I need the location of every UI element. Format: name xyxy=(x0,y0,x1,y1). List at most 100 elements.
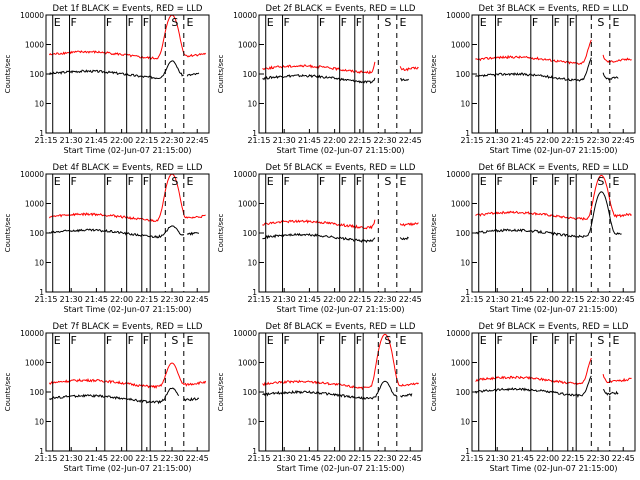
y-tick-label: 1000 xyxy=(25,200,44,209)
y-tick-label: 10 xyxy=(247,259,257,268)
y-tick-label: 1 xyxy=(465,288,470,297)
x-tick-label: 21:45 xyxy=(511,136,534,145)
y-tick-label: 1000 xyxy=(451,200,470,209)
panel-title: Det 9f BLACK = Events, RED = LLD xyxy=(479,322,629,332)
y-tick-label: 10000 xyxy=(233,170,257,179)
y-axis-label: Counts/sec xyxy=(4,373,12,412)
x-tick-label: 21:30 xyxy=(273,136,296,145)
x-tick-label: 22:00 xyxy=(536,295,559,304)
x-axis-label: Start Time (02-Jun-07 21:15:00) xyxy=(64,305,192,314)
interval-marker-label: E xyxy=(480,334,487,347)
y-axis-label: Counts/sec xyxy=(217,373,225,412)
detector-panel-1: Det 1f BLACK = Events, RED = LLD Counts/s… xyxy=(4,4,210,155)
x-tick-label: 21:30 xyxy=(486,454,509,463)
interval-marker-label: F xyxy=(341,334,347,347)
x-tick-label: 22:00 xyxy=(323,136,346,145)
interval-marker-label: F xyxy=(532,175,538,188)
x-axis-label: Start Time (02-Jun-07 21:15:00) xyxy=(490,464,618,473)
x-tick-label: 22:45 xyxy=(186,454,209,463)
x-tick-label: 21:45 xyxy=(298,136,321,145)
events-series-line xyxy=(262,74,409,84)
events-series-line xyxy=(262,232,409,244)
lld-series-line xyxy=(262,219,419,230)
y-tick-label: 10 xyxy=(460,259,470,268)
interval-marker-label: F xyxy=(356,16,362,29)
y-tick-label: 10000 xyxy=(446,11,470,20)
interval-marker-label: F xyxy=(554,175,560,188)
x-tick-label: 22:45 xyxy=(399,295,422,304)
x-tick-label: 21:45 xyxy=(85,136,108,145)
x-tick-label: 21:15 xyxy=(460,295,483,304)
x-tick-label: 21:15 xyxy=(247,295,270,304)
x-tick-label: 22:30 xyxy=(586,295,609,304)
y-tick-label: 100 xyxy=(243,388,258,397)
interval-marker-label: F xyxy=(319,334,325,347)
x-tick-label: 21:15 xyxy=(460,136,483,145)
panel-title: Det 6f BLACK = Events, RED = LLD xyxy=(479,163,629,173)
lld-series-line xyxy=(48,14,207,60)
y-tick-label: 100 xyxy=(456,70,471,79)
x-tick-label: 21:15 xyxy=(34,295,57,304)
x-tick-label: 22:00 xyxy=(110,136,133,145)
interval-marker-label: F xyxy=(356,175,362,188)
interval-marker-label: F xyxy=(319,16,325,29)
plot-frame xyxy=(258,332,423,452)
y-tick-label: 100 xyxy=(30,388,45,397)
y-axis-label: Counts/sec xyxy=(430,373,438,412)
interval-marker-label: F xyxy=(569,175,575,188)
x-tick-label: 22:30 xyxy=(373,454,396,463)
x-tick-label: 22:15 xyxy=(135,454,158,463)
interval-marker-label: F xyxy=(284,16,290,29)
x-tick-label: 21:15 xyxy=(34,136,57,145)
x-tick-label: 22:45 xyxy=(612,295,635,304)
lld-series-line xyxy=(475,174,632,221)
y-tick-label: 10000 xyxy=(446,329,470,338)
y-axis-label: Counts/sec xyxy=(430,55,438,94)
y-axis-label: Counts/sec xyxy=(217,214,225,253)
x-tick-label: 22:15 xyxy=(348,454,371,463)
lld-series-line xyxy=(48,173,206,223)
interval-marker-label: F xyxy=(569,334,575,347)
detector-panel-5: Det 5f BLACK = Events, RED = LLD Counts/s… xyxy=(217,163,423,314)
x-tick-label: 21:30 xyxy=(60,454,83,463)
interval-marker-label: F xyxy=(143,334,149,347)
x-tick-label: 21:30 xyxy=(273,454,296,463)
y-tick-label: 1 xyxy=(465,447,470,456)
interval-marker-label: E xyxy=(267,175,274,188)
y-tick-label: 1 xyxy=(39,288,44,297)
y-tick-label: 10 xyxy=(247,100,257,109)
interval-marker-label: F xyxy=(532,334,538,347)
interval-marker-label: F xyxy=(284,175,290,188)
x-tick-label: 22:45 xyxy=(612,454,635,463)
events-series-line xyxy=(48,60,200,80)
y-tick-label: 10 xyxy=(460,418,470,427)
y-tick-label: 10000 xyxy=(20,11,44,20)
lld-series-line xyxy=(262,333,419,391)
interval-marker-label: S xyxy=(384,175,391,188)
plot-frame xyxy=(258,14,423,134)
x-tick-label: 22:15 xyxy=(561,454,584,463)
detector-panel-3: Det 3f BLACK = Events, RED = LLD Counts/s… xyxy=(430,4,636,155)
interval-marker-label: S xyxy=(597,334,604,347)
interval-marker-label: F xyxy=(106,175,112,188)
y-tick-label: 10 xyxy=(460,100,470,109)
y-tick-label: 100 xyxy=(243,70,258,79)
interval-marker-label: F xyxy=(128,16,134,29)
x-tick-label: 22:15 xyxy=(561,136,584,145)
interval-marker-label: E xyxy=(54,16,61,29)
interval-marker-label: F xyxy=(106,334,112,347)
interval-marker-label: E xyxy=(480,175,487,188)
interval-marker-label: S xyxy=(171,334,178,347)
x-tick-label: 22:00 xyxy=(110,295,133,304)
x-axis-label: Start Time (02-Jun-07 21:15:00) xyxy=(490,146,618,155)
panel-title: Det 1f BLACK = Events, RED = LLD xyxy=(53,4,203,14)
interval-marker-label: F xyxy=(356,334,362,347)
x-tick-label: 21:30 xyxy=(60,136,83,145)
interval-marker-label: E xyxy=(612,16,619,29)
interval-marker-label: E xyxy=(186,334,193,347)
y-tick-label: 1000 xyxy=(25,359,44,368)
x-tick-label: 22:00 xyxy=(110,454,133,463)
interval-marker-label: F xyxy=(128,175,134,188)
lld-series-line xyxy=(48,362,207,389)
y-tick-label: 10 xyxy=(34,418,44,427)
